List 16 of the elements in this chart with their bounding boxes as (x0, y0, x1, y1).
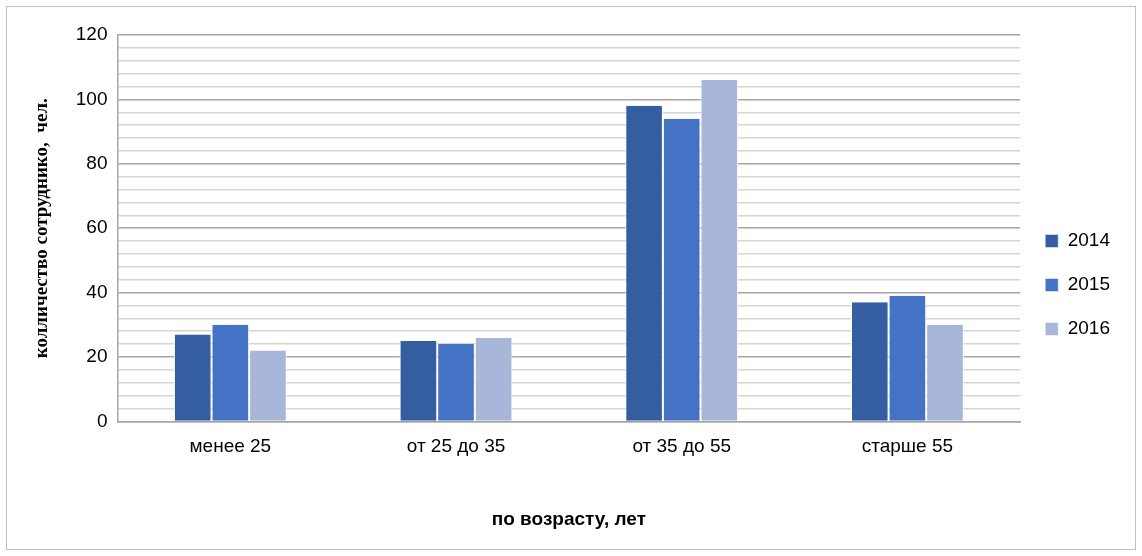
y-tick-label: 80 (86, 152, 108, 174)
x-tick-label: от 35 до 55 (632, 435, 732, 457)
y-tick-label: 0 (96, 409, 108, 431)
x-tick-label: старше 55 (861, 435, 954, 457)
legend-label: 2014 (1067, 229, 1111, 251)
y-tick-label: 40 (86, 280, 108, 302)
legend-label: 2016 (1067, 317, 1111, 339)
y-tick-label: 20 (86, 345, 108, 367)
x-tick-label: от 25 до 35 (406, 435, 506, 457)
x-axis-title: по возрасту, лет (491, 507, 646, 529)
x-tick-label: менее 25 (189, 435, 272, 457)
y-tick-label: 60 (86, 216, 108, 238)
y-axis-title: колличество сотруднико, чел. (30, 98, 52, 359)
y-tick-label: 100 (75, 87, 108, 109)
legend-label: 2015 (1067, 273, 1111, 295)
y-tick-label: 120 (75, 23, 108, 45)
